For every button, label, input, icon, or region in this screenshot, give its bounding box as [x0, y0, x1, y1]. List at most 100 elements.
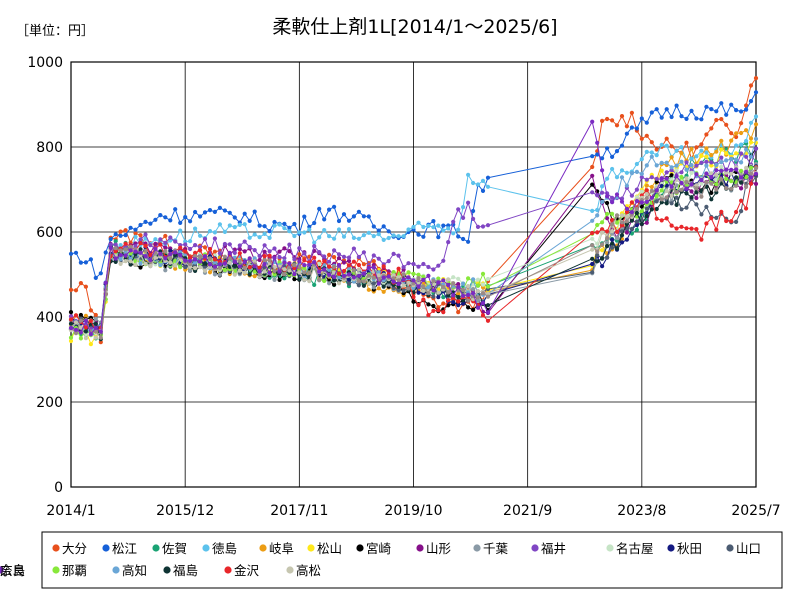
data-point	[168, 260, 173, 265]
data-point	[590, 247, 595, 252]
data-point	[639, 209, 644, 214]
data-point	[98, 329, 103, 334]
data-point	[421, 284, 426, 289]
data-point	[113, 232, 118, 237]
legend-label: 秋田	[677, 541, 702, 556]
data-point	[322, 262, 327, 268]
data-point	[610, 200, 615, 205]
legend-label: 松江	[112, 541, 137, 556]
data-point	[744, 184, 749, 189]
data-point	[93, 325, 98, 330]
data-point	[664, 143, 669, 148]
data-point	[734, 175, 739, 180]
data-point	[257, 272, 262, 277]
data-point	[639, 157, 644, 162]
data-point	[381, 224, 386, 229]
data-point	[441, 301, 446, 306]
data-point	[242, 222, 247, 227]
data-point	[753, 76, 759, 81]
data-point	[664, 107, 669, 112]
data-point	[163, 233, 168, 239]
legend-marker	[112, 566, 120, 574]
data-point	[73, 327, 79, 332]
data-point	[699, 212, 704, 217]
data-point	[709, 181, 714, 186]
data-point	[272, 219, 277, 225]
legend-label: 佐賀	[162, 541, 187, 556]
data-point	[143, 243, 148, 248]
data-point	[595, 230, 600, 235]
data-point	[654, 194, 659, 199]
data-point	[441, 284, 446, 290]
data-point	[659, 115, 664, 120]
data-point	[654, 216, 659, 221]
data-point	[257, 257, 262, 263]
legend-label: 山口	[736, 541, 761, 556]
data-point	[327, 259, 332, 265]
data-point	[446, 290, 451, 295]
data-point	[471, 307, 476, 312]
data-point	[78, 336, 83, 341]
data-point	[446, 223, 451, 228]
data-point	[267, 249, 272, 254]
data-point	[639, 171, 644, 176]
legend-label: 高松	[296, 563, 321, 578]
legend-marker	[202, 544, 210, 552]
data-point	[679, 207, 684, 212]
data-point	[158, 251, 163, 256]
data-point	[634, 206, 640, 211]
data-point	[118, 261, 123, 266]
data-point	[73, 288, 79, 293]
data-point	[590, 256, 595, 261]
legend-label: 那覇	[62, 563, 87, 578]
data-point	[714, 182, 719, 187]
data-point	[202, 245, 208, 250]
data-point	[714, 227, 719, 232]
data-point	[461, 301, 466, 306]
data-point	[709, 175, 714, 180]
data-point	[148, 253, 153, 258]
data-point	[600, 242, 605, 247]
data-point	[322, 217, 327, 222]
data-point	[729, 219, 734, 224]
data-point	[431, 288, 436, 293]
data-point	[421, 274, 426, 279]
data-point	[88, 308, 93, 313]
data-point	[605, 240, 610, 245]
data-point	[436, 290, 441, 295]
data-point	[346, 218, 352, 223]
data-point	[401, 272, 406, 277]
data-point	[168, 255, 173, 260]
data-point	[664, 195, 669, 200]
data-point	[406, 280, 411, 285]
data-point	[252, 256, 257, 261]
data-point	[475, 298, 481, 303]
data-point	[341, 254, 347, 259]
data-point	[73, 331, 79, 336]
data-point	[381, 289, 386, 294]
data-point	[356, 283, 361, 288]
data-point	[361, 214, 366, 219]
data-point	[456, 276, 461, 281]
data-point	[277, 222, 282, 227]
data-point	[753, 136, 759, 141]
data-point	[267, 229, 272, 234]
data-point	[446, 226, 451, 231]
data-point	[168, 251, 173, 257]
data-point	[262, 254, 267, 259]
data-point	[332, 204, 337, 209]
data-point	[739, 121, 744, 126]
data-point	[644, 192, 649, 197]
data-point	[610, 237, 615, 242]
legend-label: 奈良	[0, 563, 25, 578]
data-point	[108, 237, 113, 242]
data-point	[78, 318, 83, 323]
data-point	[222, 261, 227, 266]
data-point	[744, 107, 749, 112]
data-point	[406, 286, 411, 291]
data-point	[649, 175, 654, 180]
data-point	[431, 303, 436, 309]
data-point	[461, 298, 466, 303]
data-point	[699, 188, 704, 194]
data-point	[396, 275, 401, 280]
